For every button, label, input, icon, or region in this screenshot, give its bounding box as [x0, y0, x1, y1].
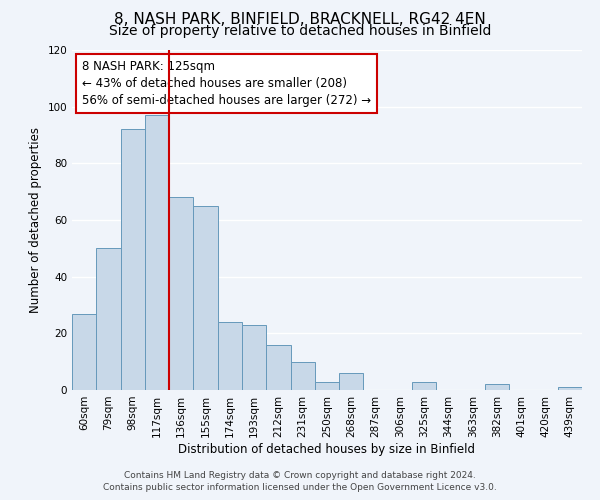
X-axis label: Distribution of detached houses by size in Binfield: Distribution of detached houses by size …	[179, 442, 476, 456]
Bar	[339, 373, 364, 390]
Bar	[315, 382, 339, 390]
Bar	[72, 314, 96, 390]
Bar	[485, 384, 509, 390]
Bar	[121, 130, 145, 390]
Bar	[266, 344, 290, 390]
Text: 8, NASH PARK, BINFIELD, BRACKNELL, RG42 4EN: 8, NASH PARK, BINFIELD, BRACKNELL, RG42 …	[114, 12, 486, 28]
Bar	[290, 362, 315, 390]
Bar	[242, 325, 266, 390]
Bar	[412, 382, 436, 390]
Bar	[145, 115, 169, 390]
Bar	[218, 322, 242, 390]
Bar	[558, 387, 582, 390]
Bar	[169, 198, 193, 390]
Text: Size of property relative to detached houses in Binfield: Size of property relative to detached ho…	[109, 24, 491, 38]
Text: 8 NASH PARK: 125sqm
← 43% of detached houses are smaller (208)
56% of semi-detac: 8 NASH PARK: 125sqm ← 43% of detached ho…	[82, 60, 371, 107]
Text: Contains HM Land Registry data © Crown copyright and database right 2024.
Contai: Contains HM Land Registry data © Crown c…	[103, 471, 497, 492]
Bar	[96, 248, 121, 390]
Y-axis label: Number of detached properties: Number of detached properties	[29, 127, 42, 313]
Bar	[193, 206, 218, 390]
